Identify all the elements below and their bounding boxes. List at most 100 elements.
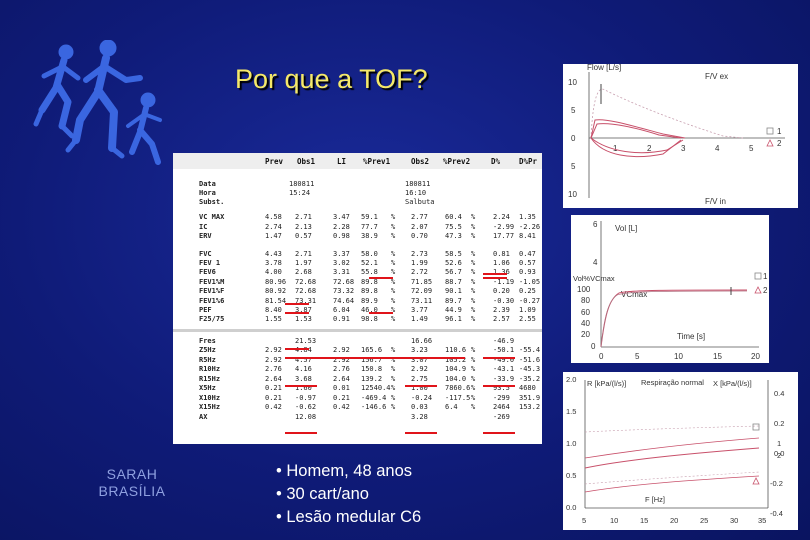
row-label: R10Hz [199, 365, 221, 374]
table-cell: 3.37 [333, 249, 350, 258]
impedance-chart: R [kPa/(l/s)] Respiração normal X [kPa/(… [563, 372, 798, 530]
table-cell: 1.35 [519, 213, 536, 221]
table-cell: 0.98 [333, 232, 350, 240]
table-row: Fres 21.53 16.66 -46.9 [173, 337, 542, 346]
table-cell: 89.8 [361, 277, 378, 286]
table-cell: 6.4 [445, 403, 458, 412]
table-column-header: %Prev2 [443, 157, 471, 166]
highlight-underline [285, 385, 317, 387]
table-cell: 0.47 [519, 249, 536, 258]
vt-ytick-pct: 80 [581, 296, 590, 305]
table-cell: -49.0 [493, 355, 515, 364]
table-cell: 4.00 [265, 268, 282, 277]
table-cell: 72.68 [295, 277, 317, 286]
table-cell: 2.57 [493, 315, 510, 324]
row-label: X10Hz [199, 393, 221, 402]
table-cell: -146.6 [361, 403, 387, 412]
table-cell: 59.1 [361, 213, 378, 221]
imp-xtick: 15 [640, 516, 648, 525]
table-cell: 0.42 [333, 403, 350, 412]
vt-xlabel: Time [s] [677, 332, 705, 341]
lung-function-table: Prev Obs1 LI %Prev1 Obs2 %Prev2 D% D%Pr Data 1808… [173, 153, 542, 444]
table-cell: 3.07 [411, 355, 428, 364]
table-row: X10Hz 0.21 -0.97 0.21 -469.4% -0.24 -117.5% -29… [173, 394, 542, 403]
fv-xtick: 4 [715, 144, 720, 153]
table-cell: 180811 [405, 180, 431, 188]
table-cell: 2.64 [265, 374, 282, 383]
table-row: FEV 1 3.78 1.97 3.02 52.1% 1.99 52.6% 1.06 0.57 [173, 259, 542, 268]
table-cell: 2.71 [295, 213, 312, 221]
table-cell: 0.42 [265, 403, 282, 412]
highlight-underline [369, 312, 393, 314]
table-cell: % [391, 232, 396, 240]
imp-r-curve-1 [584, 447, 760, 469]
imp-xtick: 20 [670, 516, 678, 525]
table-cell: 2.39 [493, 305, 510, 314]
row-label: FEV1%M [199, 277, 225, 286]
table-cell: 1.49 [411, 315, 428, 324]
imp-right-tick: 0.2 [774, 419, 784, 428]
imp-left-tick: 0.5 [566, 471, 576, 480]
vt-legend-2: 2 [763, 286, 768, 295]
table-cell: 1.97 [295, 258, 312, 267]
highlight-underline [413, 357, 447, 359]
table-cell: 4.84 [295, 346, 312, 355]
table-row: FEV1%F 80.92 72.68 73.32 89.8% 72.09 90.1% 0.20… [173, 287, 542, 296]
row-label: FEV1%F [199, 287, 225, 296]
table-divider [173, 328, 542, 332]
highlight-underline [285, 348, 309, 350]
table-cell: 2.76 [265, 365, 282, 374]
table-cell: -1.05 [519, 277, 541, 286]
table-cell: -45.3 [519, 365, 541, 374]
table-cell: 2.71 [295, 249, 312, 258]
table-cell: 156.7 [361, 355, 383, 364]
row-label: VC MAX [199, 213, 225, 221]
table-row: F25/75 1.55 1.53 0.91 98.8% 1.49 96.1% 2.57 2.55 [173, 315, 542, 324]
fv-legend-1: 1 [777, 127, 782, 136]
table-cell: -269 [493, 412, 510, 421]
table-cell: 2.92 [265, 346, 282, 355]
table-cell: % [391, 384, 396, 393]
imp-left-label: R [kPa/(l/s)] [587, 379, 626, 388]
table-cell: % [471, 222, 476, 231]
table-cell: 90.1 [445, 287, 462, 296]
legend-triangle-icon [754, 286, 762, 294]
table-cell: 104.9 [445, 365, 467, 374]
table-cell: -0.24 [411, 393, 433, 402]
table-cell: -51.6 [519, 355, 541, 364]
table-cell: 73.31 [295, 296, 317, 305]
table-cell: 0.20 [493, 287, 510, 296]
table-cell: -299 [493, 393, 510, 402]
imp-legend-1: 1 [777, 439, 781, 448]
table-cell: 44.9 [445, 305, 462, 314]
table-cell: 4.57 [295, 355, 312, 364]
table-cell: 1.55 [265, 315, 282, 324]
table-cell: 0.93 [519, 268, 536, 277]
table-cell: -50.1 [493, 346, 515, 355]
table-cell: 71.85 [411, 277, 433, 286]
table-row: IC 2.74 2.13 2.28 77.7% 2.07 75.5% -2.99 -2.26 [173, 223, 542, 232]
table-cell: % [391, 403, 396, 412]
fv-insp-curve-2 [590, 137, 684, 154]
fv-ytick: 10 [568, 78, 577, 87]
table-cell: 80.92 [265, 287, 287, 296]
running-figures-logo [33, 40, 162, 165]
bullet-list: Homem, 48 anos 30 cart/ano Lesão medular… [276, 460, 421, 529]
table-cell: 2.28 [333, 222, 350, 231]
table-cell: % [471, 393, 476, 402]
table-row: FEV6 4.00 2.68 3.31 55.8% 2.72 56.7% 1.36 0.93 [173, 268, 542, 277]
highlight-underline [483, 385, 515, 387]
table-cell: -55.4 [519, 346, 541, 355]
table-cell: 180811 [289, 180, 315, 188]
table-cell: % [391, 268, 396, 277]
table-row: ERV 1.47 0.57 0.98 38.9% 0.70 47.3% 17.77 8.41 [173, 232, 542, 241]
imp-xlabel: F [Hz] [645, 495, 665, 504]
imp-xtick: 5 [582, 516, 586, 525]
table-row: PEF 8.40 3.87 6.04 46.0% 3.77 44.9% 2.39 1.09 [173, 306, 542, 315]
slide-title: Por que a TOF? [235, 64, 428, 94]
table-cell: 2.92 [333, 355, 350, 364]
table-cell: 58.5 [445, 249, 462, 258]
table-cell: 58.0 [361, 249, 378, 258]
imp-right-label: X [kPa/(l/s)] [713, 379, 752, 388]
table-cell: 4.43 [265, 249, 282, 258]
